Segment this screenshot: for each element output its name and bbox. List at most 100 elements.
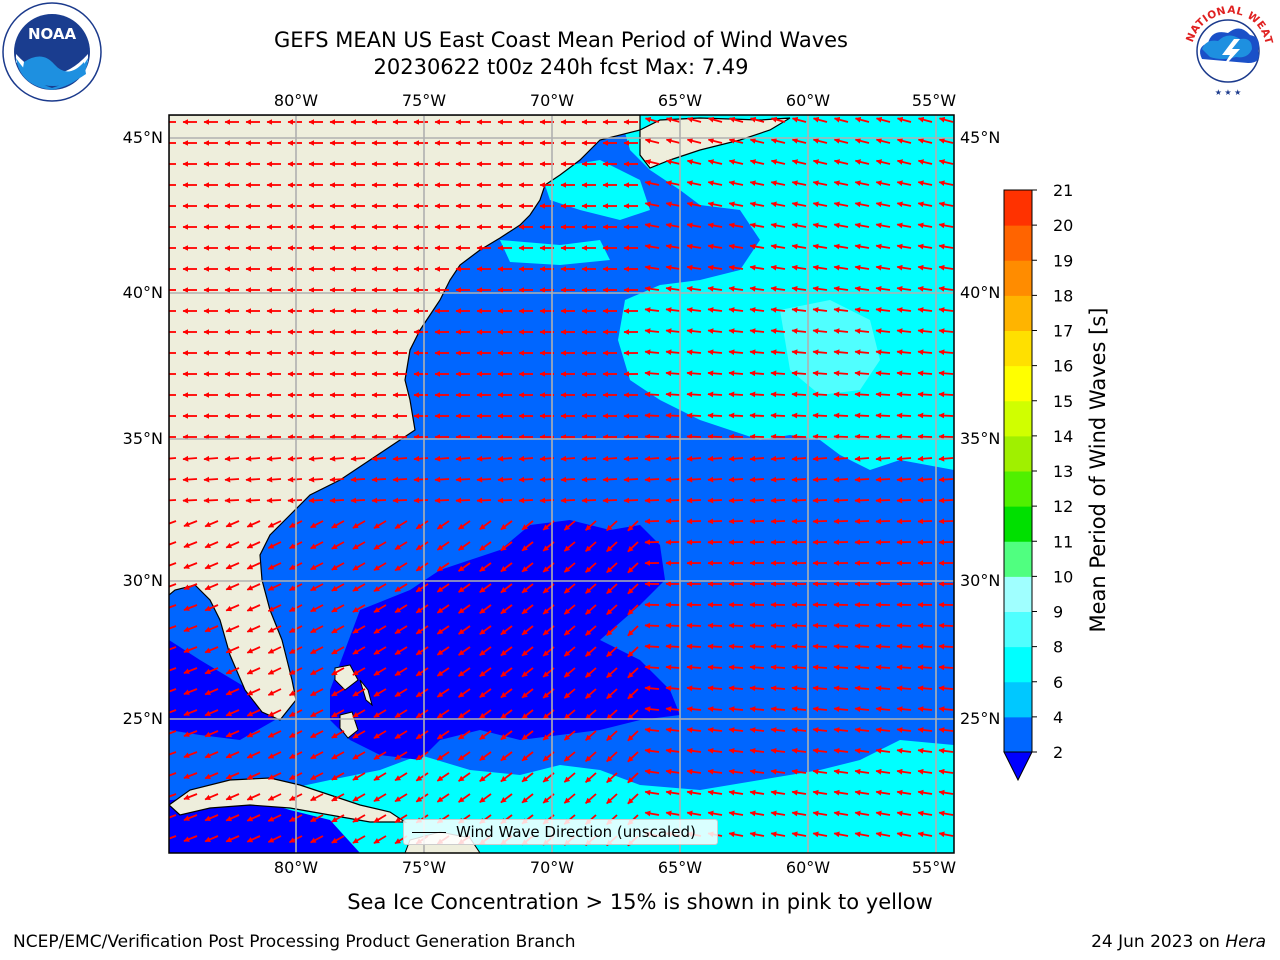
wave-direction-arrow [833, 201, 849, 208]
wave-direction-arrow [394, 814, 408, 824]
wave-direction-arrow [938, 412, 954, 419]
wave-direction-arrow [415, 646, 429, 656]
wave-direction-arrow [707, 643, 723, 650]
wave-direction-arrow [854, 455, 870, 462]
wave-direction-arrow [585, 625, 597, 636]
wave-direction-arrow [267, 751, 282, 759]
wave-direction-arrow [938, 264, 954, 271]
wave-direction-arrow [791, 370, 807, 377]
wave-direction-arrow [585, 730, 597, 741]
wave-direction-arrow [329, 497, 345, 504]
wave-direction-arrow [331, 667, 345, 676]
colorbar-tick-label: 11 [1053, 532, 1073, 551]
lat-label-left-25n: 25°N [123, 709, 163, 728]
wave-direction-arrow [938, 768, 954, 775]
wave-direction-arrow [644, 768, 660, 775]
wave-direction-arrow [434, 455, 450, 462]
wave-direction-arrow [373, 835, 387, 844]
wave-direction-arrow [770, 180, 786, 186]
wave-direction-arrow [310, 646, 324, 655]
wave-direction-arrow [246, 835, 261, 843]
colorbar-tick-label: 8 [1053, 638, 1063, 657]
wave-direction-arrow [833, 706, 849, 712]
wave-direction-arrow [896, 243, 912, 250]
wave-direction-arrow [686, 748, 702, 754]
wave-direction-arrow [644, 412, 660, 419]
wave-direction-arrow [352, 835, 366, 844]
wave-direction-arrow [896, 307, 912, 313]
wave-direction-arrow [204, 772, 219, 780]
wave-direction-arrow [204, 562, 219, 570]
wave-direction-arrow [331, 835, 345, 844]
footer-date: 24 Jun 2023 on Hera [1091, 932, 1266, 952]
wave-direction-arrow [352, 667, 366, 676]
wave-direction-arrow [225, 604, 240, 612]
wave-direction-arrow [602, 476, 618, 483]
colorbar-segment [1004, 260, 1032, 296]
wave-direction-arrow [585, 541, 597, 552]
wave-direction-arrow [833, 685, 849, 692]
colorbar: 2 4 6 8 9 10 11 12 13 14 15 16 17 18 19 20 21 [1003, 181, 1073, 782]
wave-direction-arrow [854, 622, 870, 629]
wave-direction-arrow [436, 751, 450, 761]
wave-direction-arrow [791, 789, 807, 796]
wave-direction-arrow [644, 285, 660, 292]
footer-date-text: 24 Jun 2023 on [1091, 932, 1226, 952]
wave-direction-arrow [791, 518, 807, 525]
wave-direction-arrow [770, 433, 786, 440]
wave-direction-arrow [183, 751, 198, 758]
wave-direction-arrow [225, 646, 240, 654]
wave-direction-arrow [896, 664, 912, 671]
wave-direction-arrow [623, 497, 639, 504]
wave-direction-arrow [791, 243, 807, 250]
wave-direction-arrow [521, 604, 534, 615]
wave-direction-arrow [896, 706, 912, 712]
wave-direction-arrow [392, 455, 408, 462]
wave-direction-arrow [665, 116, 681, 123]
wave-direction-arrow [917, 476, 933, 483]
wave-direction-arrow [728, 391, 744, 398]
wave-direction-arrow [749, 138, 765, 144]
colorbar-segment [1004, 225, 1032, 261]
wave-direction-arrow [686, 433, 702, 440]
wave-direction-arrow [686, 455, 702, 462]
wave-direction-arrow [415, 625, 429, 635]
wave-direction-arrow [917, 201, 933, 208]
footer-machine: Hera [1225, 932, 1266, 952]
wave-direction-arrow [896, 455, 912, 462]
wave-direction-arrow [246, 604, 261, 612]
wave-direction-arrow [458, 772, 471, 782]
wave-direction-arrow [479, 751, 492, 762]
wave-direction-arrow [917, 433, 933, 440]
wave-direction-arrow [812, 328, 828, 334]
wave-direction-arrow [373, 604, 387, 613]
wave-direction-arrow [812, 370, 828, 377]
colorbar-tick-label: 14 [1053, 427, 1073, 446]
wave-direction-arrow [267, 688, 282, 696]
wave-direction-arrow [896, 497, 912, 504]
wave-direction-arrow [436, 604, 450, 614]
wave-direction-arrow [394, 793, 408, 803]
wave-direction-arrow [665, 285, 681, 292]
wave-direction-arrow [938, 831, 954, 838]
wave-direction-arrow [917, 285, 933, 292]
wave-direction-arrow [331, 646, 345, 655]
wave-direction-arrow [394, 541, 408, 551]
wave-direction-arrow [749, 328, 765, 334]
wave-direction-arrow [246, 730, 261, 738]
wave-direction-arrow [266, 497, 282, 504]
wave-direction-arrow [627, 520, 639, 532]
wave-direction-arrow [728, 664, 744, 671]
wave-direction-arrow [791, 264, 807, 271]
wave-direction-arrow [476, 497, 492, 504]
wave-direction-arrow [606, 604, 618, 616]
colorbar-label: Mean Period of Wind Waves [s] [1086, 307, 1110, 633]
wave-direction-arrow [415, 709, 429, 719]
wave-direction-arrow [728, 748, 744, 754]
wave-direction-arrow [627, 709, 639, 721]
wave-direction-arrow [728, 706, 744, 712]
wave-direction-arrow [749, 349, 765, 356]
wave-direction-arrow [749, 159, 765, 165]
wave-direction-arrow [749, 243, 765, 250]
wave-direction-arrow [707, 727, 723, 733]
